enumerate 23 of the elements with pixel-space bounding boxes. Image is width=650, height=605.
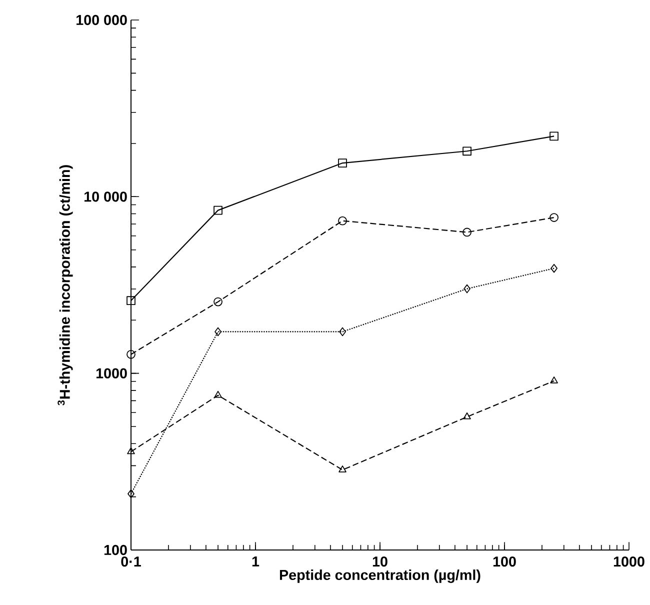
point [126, 296, 136, 306]
x-tick-label: 1000 [614, 556, 644, 567]
point [550, 132, 558, 141]
point [550, 213, 558, 222]
point [338, 465, 346, 472]
y-tick-label: 1000 [96, 368, 127, 378]
x-tick-label: 10 [372, 556, 388, 567]
point [550, 264, 558, 273]
x-axis-title: Peptide concentration (µg/ml) [280, 570, 480, 583]
x-tick-label: 0·1 [121, 556, 141, 567]
x-tick-label: 100 [493, 556, 516, 567]
y-tick-label: 100 000 [76, 14, 127, 26]
point [338, 216, 347, 226]
x-tick-label: 1 [252, 556, 260, 566]
point [339, 327, 346, 336]
point [127, 447, 135, 454]
y-tick-label: 100 [104, 544, 127, 556]
y-axis-title: $^{3}$H-thymidine incorporation (ct/min) [58, 165, 73, 406]
y-tick-label: 10 000 [84, 192, 127, 202]
point [550, 376, 558, 384]
point [338, 158, 347, 168]
point [128, 489, 134, 498]
point [126, 350, 136, 359]
